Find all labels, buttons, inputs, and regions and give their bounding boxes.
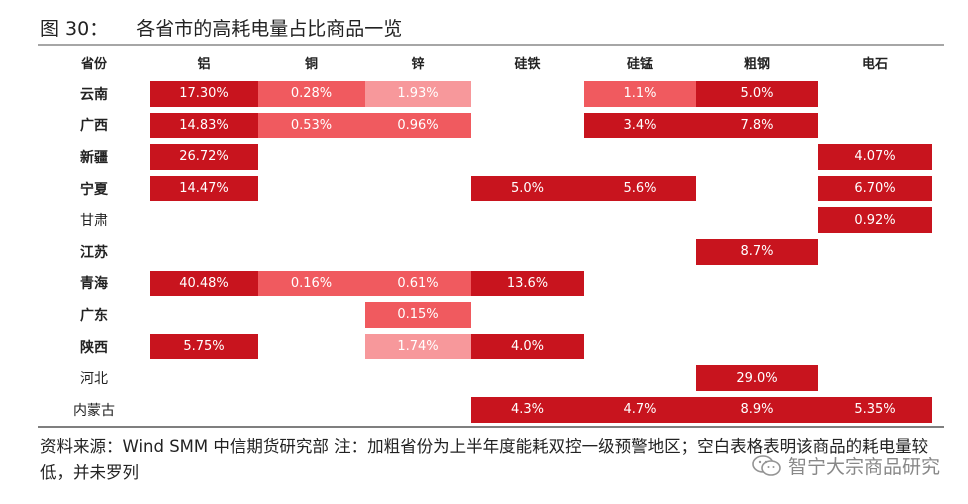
- data-cell: 5.0%: [471, 175, 584, 202]
- column-header: 硅铁: [514, 56, 541, 72]
- data-cell: 0.15%: [365, 302, 471, 328]
- province-label: 云南: [80, 86, 108, 103]
- data-cell: 4.3%: [471, 396, 584, 423]
- province-label: 河北: [80, 371, 108, 388]
- table-row: 广西 14.83% 0.53% 0.96% 3.4% 7.8%: [38, 110, 944, 142]
- table-row: 青海 40.48% 0.16% 0.61% 13.6%: [38, 268, 944, 300]
- watermark: 智宁大宗商品研究: [752, 452, 940, 479]
- data-cell: 0.16%: [258, 270, 365, 297]
- data-cell: 4.7%: [584, 396, 696, 423]
- figure-title: 图 30： 各省市的高耗电量占比商品一览: [40, 16, 402, 42]
- data-cell: 4.0%: [471, 333, 584, 360]
- bottom-divider: [38, 426, 944, 428]
- province-label: 甘肃: [80, 213, 108, 230]
- table-row: 宁夏 14.47% 5.0% 5.6% 6.70%: [38, 173, 944, 205]
- data-cell: 29.0%: [696, 365, 818, 391]
- province-label: 新疆: [80, 149, 108, 166]
- table-row: 广东 0.15%: [38, 299, 944, 331]
- province-label: 广西: [80, 118, 108, 135]
- data-cell: 5.75%: [150, 333, 258, 360]
- table-row: 内蒙古 4.3% 4.7% 8.9% 5.35%: [38, 394, 944, 426]
- data-cell: 5.35%: [818, 396, 932, 423]
- table-row: 云南 17.30% 0.28% 1.93% 1.1% 5.0%: [38, 78, 944, 110]
- data-cell: 8.9%: [696, 396, 818, 423]
- data-cell: 5.6%: [584, 175, 696, 202]
- data-cell: 7.8%: [696, 112, 818, 139]
- table-row: 陕西 5.75% 1.74% 4.0%: [38, 331, 944, 363]
- column-header: 锌: [411, 56, 425, 72]
- data-cell: 0.53%: [258, 112, 365, 139]
- column-header: 铜: [304, 56, 318, 72]
- data-cell: 1.74%: [365, 333, 471, 360]
- data-cell: 8.7%: [696, 238, 818, 265]
- column-header: 电石: [861, 56, 888, 72]
- province-label: 宁夏: [80, 181, 108, 198]
- data-cell: 40.48%: [150, 270, 258, 297]
- wechat-icon: [752, 454, 781, 476]
- province-label: 广东: [80, 307, 108, 324]
- column-header: 硅锰: [626, 56, 653, 72]
- data-cell: 14.83%: [150, 112, 258, 139]
- data-cell: 14.47%: [150, 175, 258, 202]
- data-cell: 17.30%: [150, 81, 258, 107]
- column-header-province: 省份: [80, 56, 107, 72]
- column-header: 铝: [197, 56, 211, 72]
- figure-title-text: 各省市的高耗电量占比商品一览: [136, 18, 403, 40]
- province-label: 青海: [80, 276, 108, 293]
- data-table: 省份铝铜锌硅铁 硅锰 粗钢 电石 云南 17.30% 0.28% 1.93% 1.1% 5.0%…: [38, 46, 944, 426]
- data-cell: 13.6%: [471, 270, 584, 297]
- data-cell: 6.70%: [818, 175, 932, 202]
- province-label: 江苏: [80, 244, 108, 261]
- data-cell: 0.96%: [365, 112, 471, 139]
- data-cell: 1.1%: [584, 81, 696, 107]
- column-header: 粗钢: [743, 56, 770, 72]
- top-divider: [38, 44, 944, 46]
- table-row: 新疆 26.72% 4.07%: [38, 141, 944, 173]
- data-cell: 0.61%: [365, 270, 471, 297]
- table-row: 河北 29.0%: [38, 362, 944, 394]
- data-cell: 3.4%: [584, 112, 696, 139]
- figure-label: 图 30：: [40, 18, 109, 40]
- province-label: 内蒙古: [73, 402, 115, 419]
- watermark-text: 智宁大宗商品研究: [787, 456, 940, 478]
- data-cell: 1.93%: [365, 81, 471, 107]
- data-cell: 5.0%: [696, 81, 818, 107]
- data-cell: 26.72%: [150, 144, 258, 170]
- table-header-row: 省份 铝 铜 锌 硅铁 硅锰 粗钢 电石: [38, 46, 944, 78]
- data-cell: 0.28%: [258, 81, 365, 107]
- data-cell: 0.92%: [818, 207, 932, 233]
- table-row: 甘肃 0.92%: [38, 204, 944, 236]
- source-note: 资料来源：Wind SMM 中信期货研究部 注：加粗省份为上半年度能耗双控一级预…: [40, 437, 929, 482]
- data-cell: 4.07%: [818, 144, 932, 170]
- table-row: 江苏 8.7%: [38, 236, 944, 268]
- province-label: 陕西: [80, 339, 108, 356]
